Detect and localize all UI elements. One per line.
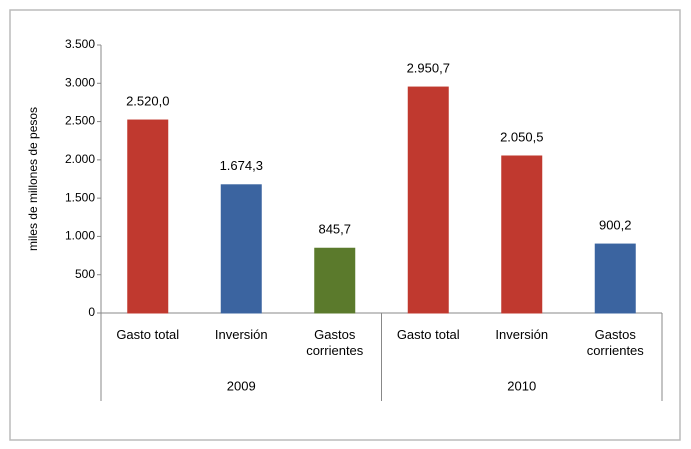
y-tick-label: 3.000 [65,75,95,89]
bar [127,119,169,314]
value-label: 900,2 [599,218,632,233]
frame [9,9,681,441]
y-tick-label: 1.000 [65,229,95,243]
y-tick-label: 3.500 [65,37,95,51]
y-tick-label: 1.500 [65,190,95,204]
value-label: 2.520,0 [126,93,169,108]
value-label: 845,7 [318,222,351,237]
y-tick-label: 2.500 [65,114,95,128]
value-label: 2.050,5 [500,129,543,144]
bar [594,243,636,314]
y-axis-label: miles de millones de pesos [26,107,40,251]
x-tick-label: Inversión [495,327,549,342]
bar [220,184,262,314]
value-label: 2.950,7 [407,60,450,75]
bar [407,86,449,314]
group-label: 2010 [507,378,536,393]
x-tick-label: Gasto total [116,327,180,342]
y-tick-label: 2.000 [65,152,95,166]
x-tick-label: Gastos corrientes [306,327,364,358]
x-tick-label: Gasto total [396,327,460,342]
group-label: 2009 [227,378,256,393]
bar [501,155,543,314]
x-tick-label: Inversión [214,327,268,342]
x-tick-label: Gastos corrientes [586,327,644,358]
bar [314,247,356,314]
value-label: 1.674,3 [220,158,263,173]
y-tick-label: 500 [75,267,95,281]
y-tick-label: 0 [88,305,95,319]
